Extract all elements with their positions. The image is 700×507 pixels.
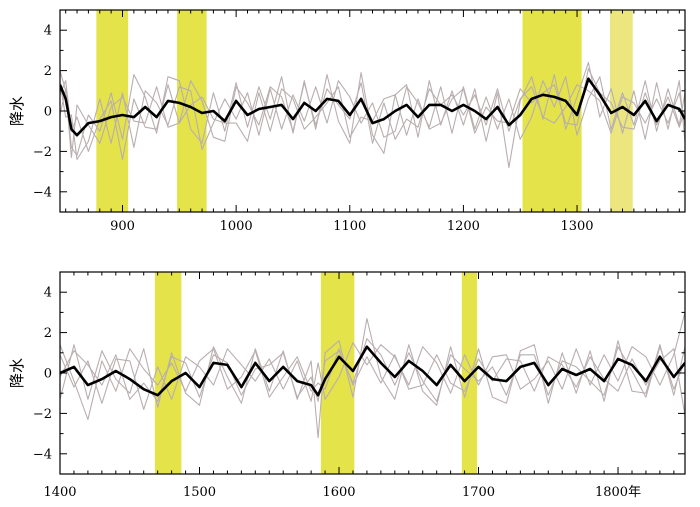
shaded-period-0 xyxy=(96,10,129,212)
plot-frame xyxy=(59,271,686,475)
mean-series-line xyxy=(60,345,685,397)
shaded-period-1 xyxy=(177,10,207,212)
mean-series-line xyxy=(60,77,685,137)
y-tick-label: 2 xyxy=(44,64,52,79)
y-axis-label: 降水 xyxy=(8,96,26,126)
y-tick-label: 4 xyxy=(44,24,52,39)
y-tick-label: −2 xyxy=(33,145,52,160)
chart-panel-top: 900 1000 1100 1200 1300 −4 −2 0 2 4 降水 xyxy=(8,9,686,234)
x-tick-label: 1100 xyxy=(333,219,366,234)
y-tick-label: −2 xyxy=(33,407,52,422)
x-tick-label: 1500 xyxy=(183,485,216,500)
x-tick-label: 900 xyxy=(110,219,135,234)
reconstruction-line-2 xyxy=(60,76,685,161)
chart-panel-bottom: 1400 1500 1600 1700 1800年 −4 −2 0 2 4 降水 xyxy=(8,271,686,500)
x-tick-label: 1700 xyxy=(462,485,495,500)
x-tick-label: 1200 xyxy=(447,219,480,234)
x-tick-label: 1300 xyxy=(560,219,593,234)
y-tick-label: 4 xyxy=(44,286,52,301)
reconstruction-line-1 xyxy=(60,61,685,169)
x-tick-label: 1000 xyxy=(220,219,253,234)
shaded-period-0 xyxy=(154,272,182,474)
y-tick-label: 2 xyxy=(44,326,52,341)
y-tick-label: 0 xyxy=(44,105,52,120)
y-tick-label: 0 xyxy=(44,367,52,382)
shaded-period-1 xyxy=(320,272,355,474)
x-tick-label: 1800年 xyxy=(595,485,641,500)
reconstruction-line-2 xyxy=(60,312,685,410)
y-axis-label: 降水 xyxy=(8,358,26,388)
plot-frame xyxy=(59,9,686,213)
x-tick-label: 1600 xyxy=(322,485,355,500)
y-tick-label: −4 xyxy=(33,447,52,462)
x-tick-label: 1400 xyxy=(43,485,76,500)
y-tick-label: −4 xyxy=(33,185,52,200)
shaded-period-3 xyxy=(610,10,633,212)
